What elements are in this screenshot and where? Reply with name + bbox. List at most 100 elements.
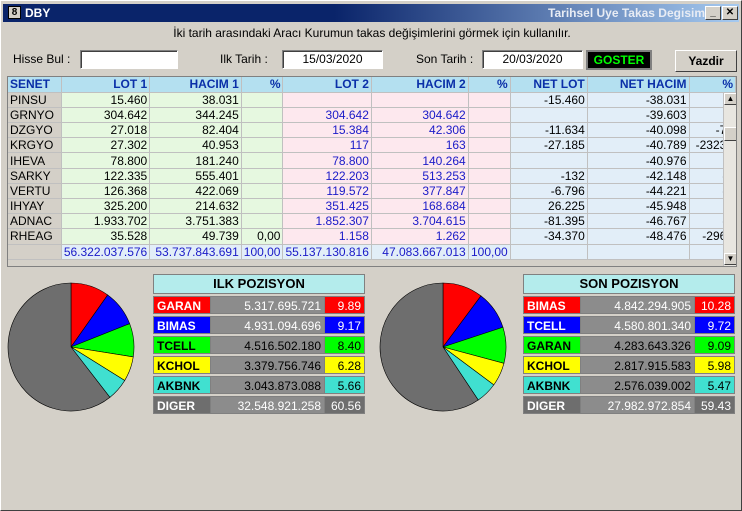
table-cell (241, 107, 284, 124)
total-cell (8, 244, 62, 260)
table-cell (510, 152, 588, 169)
grid-header-cell[interactable]: LOT 1 (61, 77, 151, 93)
table-cell: 49.739 (149, 228, 242, 245)
row-symbol: KRGYO (8, 137, 62, 154)
scroll-down-arrow-icon[interactable]: ▼ (724, 253, 736, 265)
table-cell (241, 92, 284, 108)
table-row[interactable]: SARKY 122.335 555.401 122.203 513.253 -132 -42… (8, 168, 736, 184)
hisse-search-input[interactable] (80, 50, 178, 69)
position-value: 32.548.921.258 (210, 396, 325, 414)
son-tarih-input[interactable]: 20/03/2020 (482, 50, 583, 69)
position-row: DIGER 32.548.921.258 60.56 (153, 396, 365, 414)
grid-header-cell[interactable]: NET HACIM (587, 77, 690, 93)
row-symbol: DZGYO (8, 122, 62, 139)
table-row[interactable]: PINSU 15.460 38.031 -15.460 -38.031 (8, 92, 736, 108)
table-row[interactable]: DZGYO 27.018 82.404 15.384 42.306 -11.634 -40.… (8, 122, 736, 139)
scroll-up-arrow-icon[interactable]: ▲ (724, 93, 736, 105)
total-cell (587, 244, 690, 260)
ilk-pozisyon-pie-chart (7, 282, 135, 412)
scroll-thumb[interactable] (724, 127, 736, 141)
table-cell (468, 92, 511, 108)
table-cell: -48.476 (587, 228, 690, 245)
ilk-pozisyon-title: ILK POZISYON (153, 274, 365, 294)
grid-header-cell[interactable]: % (689, 77, 736, 93)
grid-header-cell[interactable]: % (468, 77, 511, 93)
table-row[interactable]: ADNAC 1.933.702 3.751.383 1.852.307 3.704.61… (8, 213, 736, 230)
row-symbol: IHYAY (8, 198, 62, 215)
position-row: AKBNK 2.576.039.002 5.47 (523, 376, 735, 394)
position-symbol: BIMAS (153, 316, 211, 334)
table-cell: 35.528 (61, 228, 151, 245)
table-cell (468, 137, 511, 154)
position-percent: 9.72 (694, 316, 735, 334)
table-cell: 42.306 (371, 122, 469, 139)
data-grid[interactable]: SENET LOT 1 HACIM 1% LOT 2 HACIM 2% NET LOT NE… (7, 76, 737, 267)
row-symbol: IHEVA (8, 152, 62, 169)
ilk-tarih-input[interactable]: 15/03/2020 (282, 50, 383, 69)
table-cell: 304.642 (371, 107, 469, 124)
position-value: 4.516.502.180 (210, 336, 325, 354)
table-cell: 1.262 (371, 228, 469, 245)
grid-vertical-scrollbar[interactable]: ▲ ▼ (723, 93, 736, 266)
close-button[interactable]: ✕ (722, 6, 738, 20)
grid-header-cell[interactable]: NET LOT (510, 77, 588, 93)
row-symbol: VERTU (8, 183, 62, 200)
table-cell (510, 107, 588, 124)
table-cell: 304.642 (61, 107, 151, 124)
position-row: TCELL 4.580.801.340 9.72 (523, 316, 735, 334)
table-cell: -44.221 (587, 183, 690, 200)
position-percent: 59.43 (694, 396, 735, 414)
table-cell (468, 122, 511, 139)
total-cell: 55.137.130.816 (282, 244, 372, 260)
position-symbol: AKBNK (153, 376, 211, 394)
table-cell: -27.185 (510, 137, 588, 154)
position-value: 5.317.695.721 (210, 296, 325, 314)
position-symbol: BIMAS (523, 296, 581, 314)
table-cell: 168.684 (371, 198, 469, 215)
table-cell (241, 183, 284, 200)
total-cell: 100,00 (241, 244, 284, 260)
table-cell (241, 137, 284, 154)
table-cell (468, 183, 511, 200)
app-icon[interactable]: 8 (8, 6, 21, 19)
yazdir-button[interactable]: Yazdir (675, 50, 737, 72)
total-cell: 56.322.037.576 (61, 244, 151, 260)
table-cell: 304.642 (282, 107, 372, 124)
table-row[interactable]: IHEVA 78.800 181.240 78.800 140.264 -40.976 (8, 152, 736, 169)
table-row[interactable]: IHYAY 325.200 214.632 351.425 168.684 26.225-… (8, 198, 736, 215)
table-row[interactable]: VERTU 126.368 422.069 119.572 377.847 -6.796-… (8, 183, 736, 200)
goster-button[interactable]: GOSTER (586, 50, 652, 70)
position-symbol: DIGER (523, 396, 581, 414)
grid-table: SENET LOT 1 HACIM 1% LOT 2 HACIM 2% NET LOT NE… (8, 77, 736, 260)
table-cell: 126.368 (61, 183, 151, 200)
table-row[interactable]: GRNYO 304.642 344.245 304.642 304.642 -39.603 (8, 107, 736, 124)
table-cell: 163 (371, 137, 469, 154)
grid-header-cell[interactable]: LOT 2 (282, 77, 372, 93)
table-cell: 140.264 (371, 152, 469, 169)
title-bar[interactable]: 8 DBY Tarihsel Uye Takas Degisim _ ✕ (3, 4, 739, 22)
grid-header-cell[interactable]: SENET (8, 77, 62, 93)
total-cell: 47.083.667.013 (371, 244, 469, 260)
position-percent: 6.28 (324, 356, 365, 374)
row-symbol: ADNAC (8, 213, 62, 230)
table-cell: 122.203 (282, 168, 372, 184)
grid-header-cell[interactable]: % (241, 77, 284, 93)
table-cell (468, 198, 511, 215)
position-value: 2.576.039.002 (580, 376, 695, 394)
window-subtitle: Tarihsel Uye Takas Degisim (548, 6, 705, 20)
table-cell (468, 168, 511, 184)
total-cell: 100,00 (468, 244, 511, 260)
position-value: 3.379.756.746 (210, 356, 325, 374)
position-percent: 9.17 (324, 316, 365, 334)
total-cell (510, 244, 588, 260)
grid-header-cell[interactable]: HACIM 1 (149, 77, 242, 93)
table-cell: 78.800 (282, 152, 372, 169)
position-value: 4.842.294.905 (580, 296, 695, 314)
position-row: KCHOL 2.817.915.583 5.98 (523, 356, 735, 374)
minimize-button[interactable]: _ (705, 6, 721, 20)
table-cell (241, 152, 284, 169)
table-row[interactable]: KRGYO 27.302 40.953 117 163 -27.185 -40.789 -23… (8, 137, 736, 154)
grid-header-cell[interactable]: HACIM 2 (371, 77, 469, 93)
position-value: 4.931.094.696 (210, 316, 325, 334)
table-row[interactable]: RHEAG 35.528 49.739 0,00 1.158 1.262 -34.370 -4… (8, 228, 736, 245)
